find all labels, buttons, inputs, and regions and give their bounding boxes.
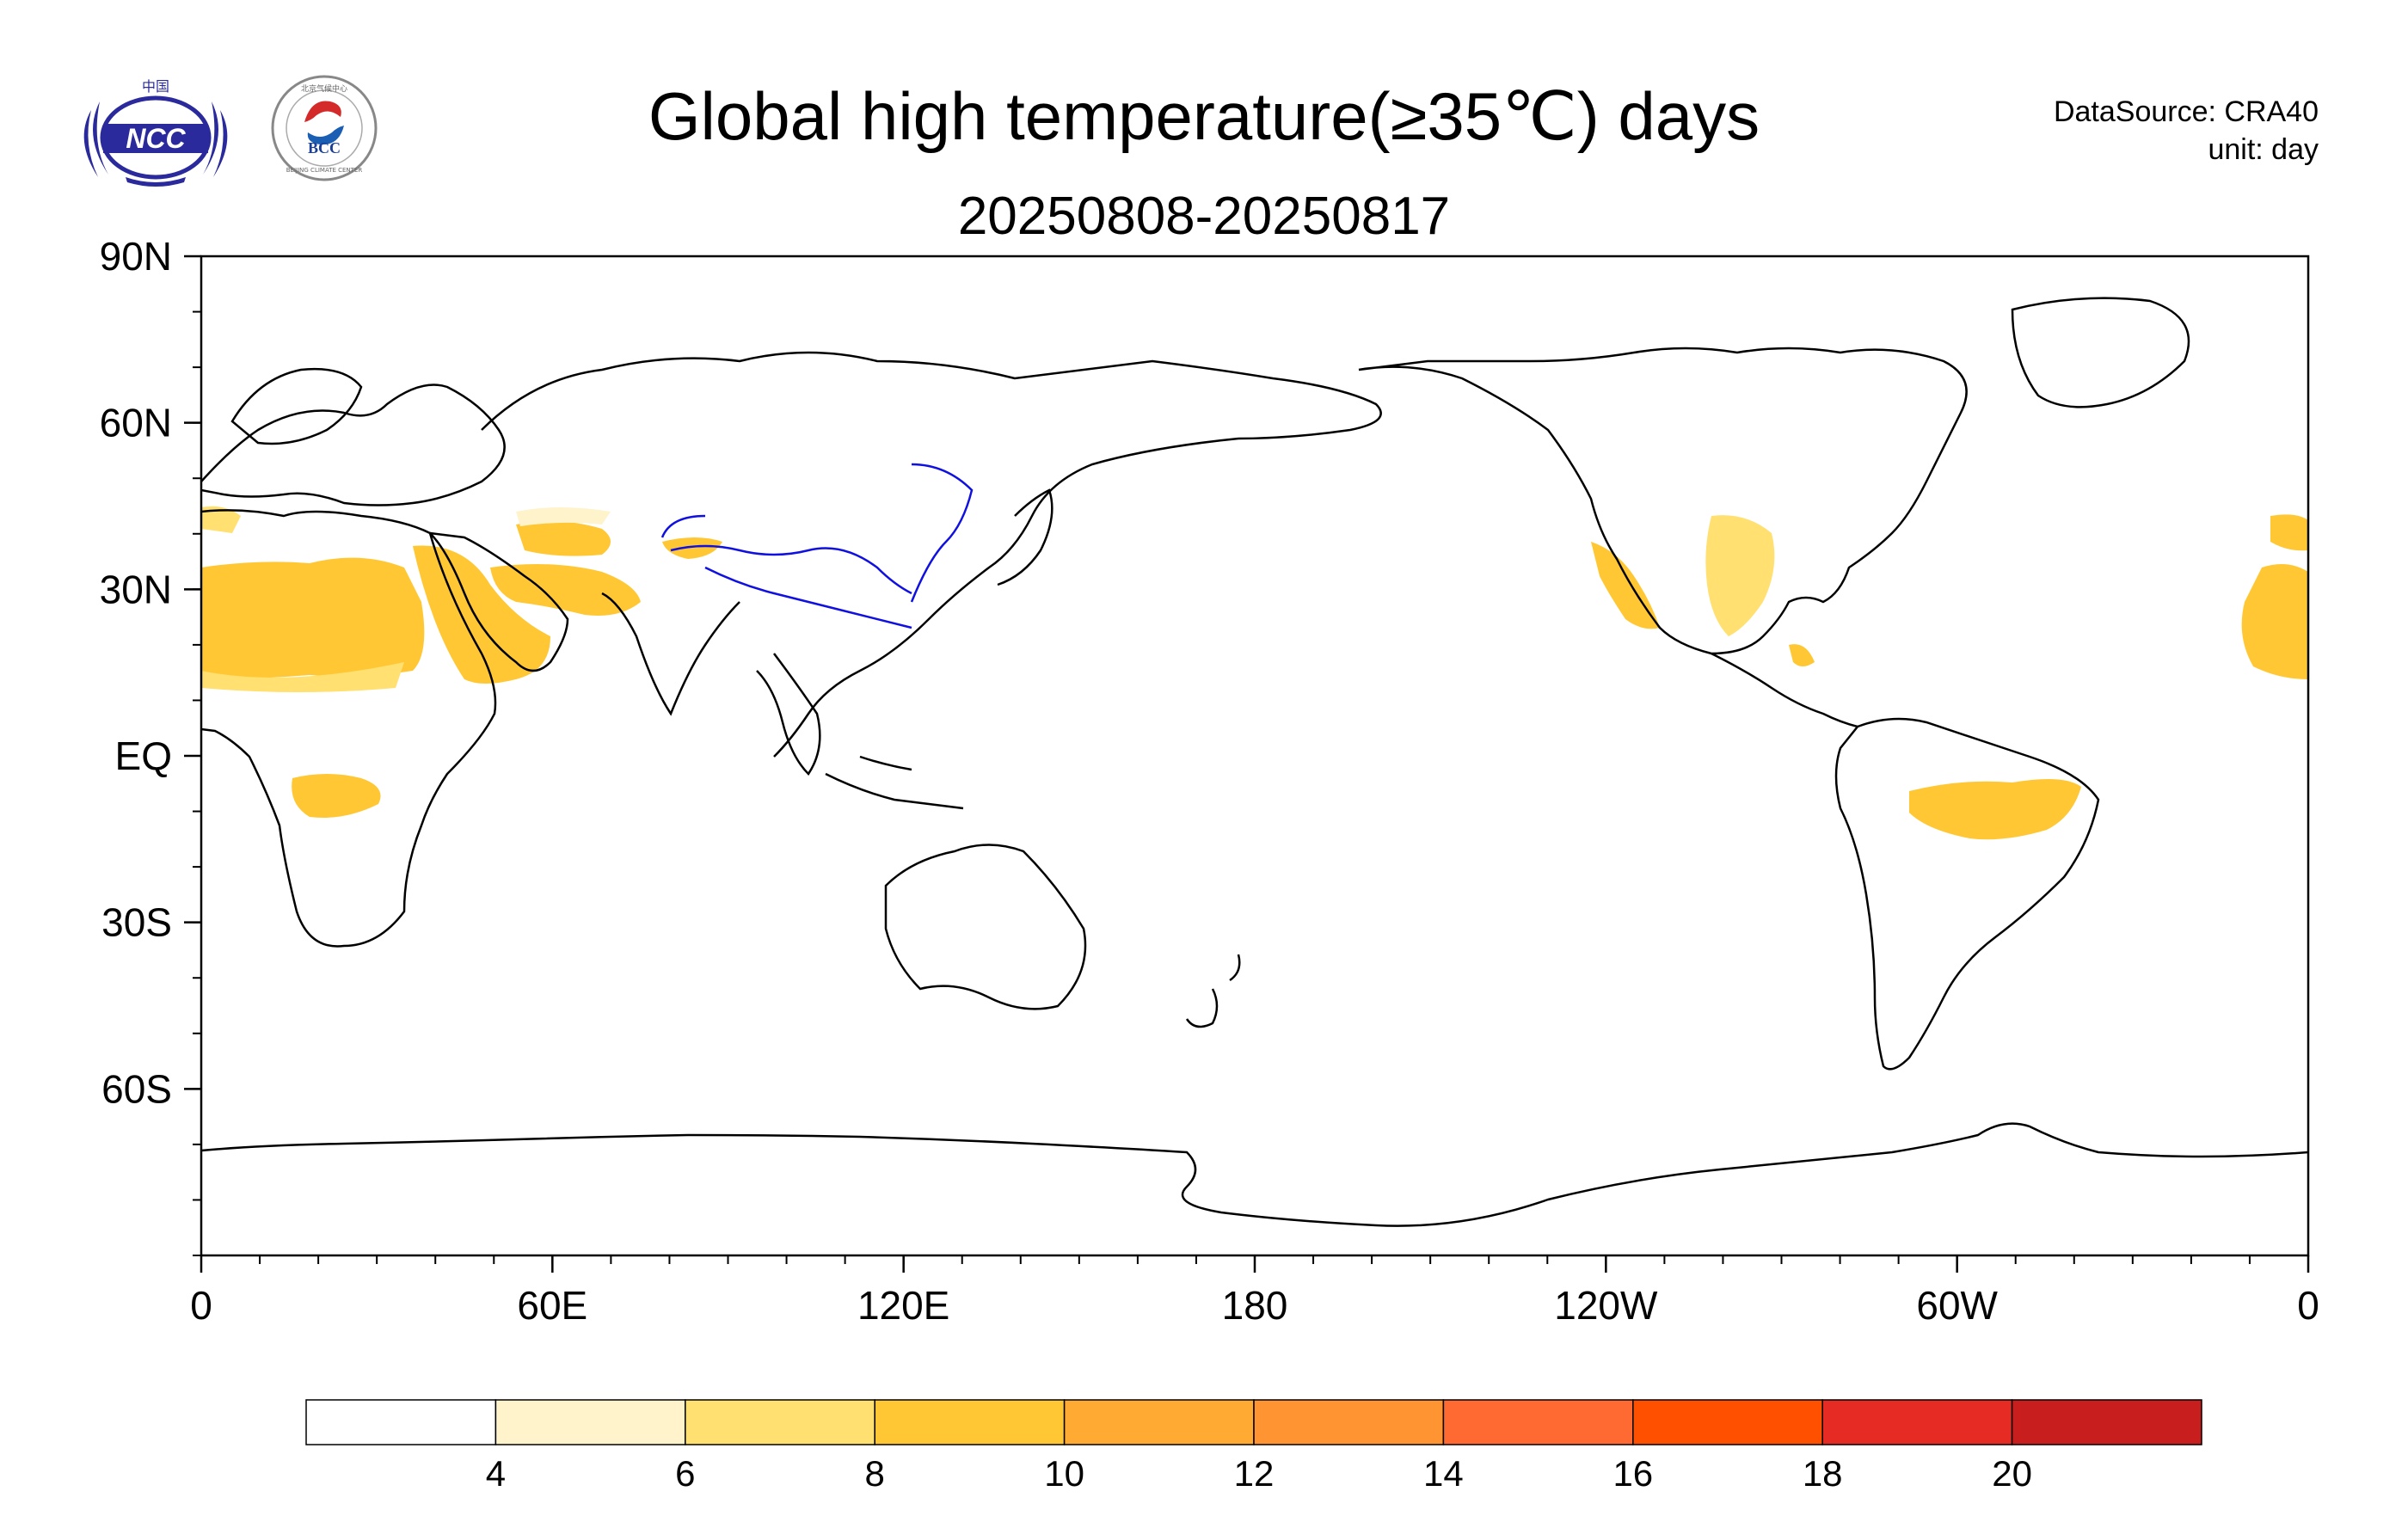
- coastlines: [201, 297, 2308, 1227]
- shade-great-plains: [1705, 515, 1775, 636]
- colorbar-label: 6: [675, 1453, 695, 1494]
- coast-central-america: [1711, 652, 1858, 728]
- date-range-subtitle: 20250808-20250817: [957, 187, 1451, 246]
- lon-tick-label: 60W: [1916, 1283, 1998, 1328]
- lat-tick-label: 60N: [100, 401, 172, 445]
- map-content: [201, 297, 2308, 1227]
- shade-sahara: [201, 557, 425, 679]
- ncc-cn-text: 中国: [142, 78, 169, 95]
- colorbar-label: 4: [486, 1453, 506, 1494]
- colorbar-label: 8: [865, 1453, 885, 1494]
- heat-shading: [201, 506, 2308, 840]
- shade-central-asia: [516, 521, 611, 556]
- coast-new-zealand: [1185, 954, 1241, 1028]
- coast-se-asia: [756, 653, 821, 776]
- china-border: [660, 463, 974, 603]
- coast-scandinavia: [230, 368, 363, 445]
- lon-tick-label: 180: [1222, 1283, 1288, 1328]
- shade-sw-us: [1591, 542, 1660, 629]
- shade-central-america: [1789, 644, 1815, 666]
- colorbar-label: 16: [1612, 1453, 1653, 1494]
- unit-label: unit: day: [2208, 133, 2319, 166]
- colorbar: 4 6 8 10 12 14 16 18 20: [305, 1399, 2202, 1494]
- ncc-logo-text: NCC: [126, 123, 186, 154]
- lat-tick-label: EQ: [115, 733, 172, 778]
- coast-north-america: [1358, 347, 1968, 655]
- coast-japan: [997, 488, 1054, 586]
- coast-india: [601, 592, 740, 716]
- shade-iberia-east: [2270, 514, 2308, 551]
- lat-tick-label: 60S: [101, 1066, 172, 1111]
- colorbar-swatch: [2011, 1399, 2202, 1445]
- data-source-info: DataSource: CRA40 unit: day: [2054, 93, 2319, 169]
- shade-iberia: [201, 506, 241, 533]
- lon-tick-label: 0: [190, 1283, 212, 1328]
- lat-tick-label: 30N: [100, 567, 172, 611]
- colorbar-swatch: [874, 1399, 1066, 1445]
- bcc-logo-text: BCC: [308, 139, 341, 156]
- river-yellow: [670, 544, 912, 595]
- coast-australia: [884, 844, 1087, 1010]
- colorbar-swatch: [305, 1399, 497, 1445]
- coast-antarctica: [201, 1122, 2308, 1227]
- bcc-logo: BCC 北京气候中心 BEIJING CLIMATE CENTER: [271, 75, 378, 181]
- shade-central-asia-light: [516, 507, 611, 526]
- coast-africa: [201, 509, 497, 948]
- coast-greenland: [2011, 297, 2190, 408]
- colorbar-swatch: [685, 1399, 875, 1445]
- lon-tick-label: 60E: [517, 1283, 587, 1328]
- china-boundaries: [660, 463, 974, 629]
- lon-tick-label: 0: [2297, 1283, 2319, 1328]
- colorbar-label: 12: [1234, 1453, 1275, 1494]
- shade-iran: [490, 564, 641, 616]
- shade-central-africa: [292, 774, 381, 818]
- colorbar-swatch: [1253, 1399, 1445, 1445]
- coast-siberia: [481, 351, 1382, 440]
- colorbar-label: 14: [1423, 1453, 1464, 1494]
- coast-indonesia: [825, 755, 964, 810]
- data-source-label: DataSource: CRA40: [2053, 95, 2319, 128]
- map-frame: [200, 255, 2310, 1257]
- shade-nw-africa-east: [2241, 564, 2308, 679]
- map-title: Global high temperature(≥35℃) days: [648, 78, 1760, 154]
- colorbar-swatch: [1063, 1399, 1255, 1445]
- coast-arabia: [427, 531, 569, 672]
- coast-south-america: [1834, 717, 2100, 1071]
- colorbar-label: 18: [1803, 1453, 1843, 1494]
- colorbar-label: 10: [1044, 1453, 1084, 1494]
- ncc-logo: 中国 NCC: [83, 78, 228, 187]
- river-yangtze: [704, 566, 912, 629]
- shade-tarim: [662, 537, 722, 559]
- shade-brazil: [1909, 779, 2081, 840]
- lat-tick-label: 90N: [100, 234, 172, 279]
- colorbar-swatch: [1632, 1399, 1823, 1445]
- lat-tick-label: 30S: [101, 900, 172, 945]
- coast-europe: [201, 384, 506, 506]
- bcc-bottom-text: BEIJING CLIMATE CENTER: [286, 167, 363, 174]
- lon-tick-label: 120W: [1554, 1283, 1658, 1328]
- coast-east-asia: [773, 437, 1239, 758]
- colorbar-label: 20: [1992, 1453, 2032, 1494]
- colorbar-swatch: [494, 1399, 686, 1445]
- map-axes: 90N 60N 30N EQ 30S 60S 0 60E 120E 180 120W 60W 0: [100, 234, 2319, 1328]
- colorbar-swatch: [1821, 1399, 2013, 1445]
- shade-sahara-light: [201, 662, 404, 692]
- lon-tick-label: 120E: [857, 1283, 949, 1328]
- colorbar-swatch: [1442, 1399, 1634, 1445]
- bcc-ring-text: 北京气候中心: [301, 83, 347, 94]
